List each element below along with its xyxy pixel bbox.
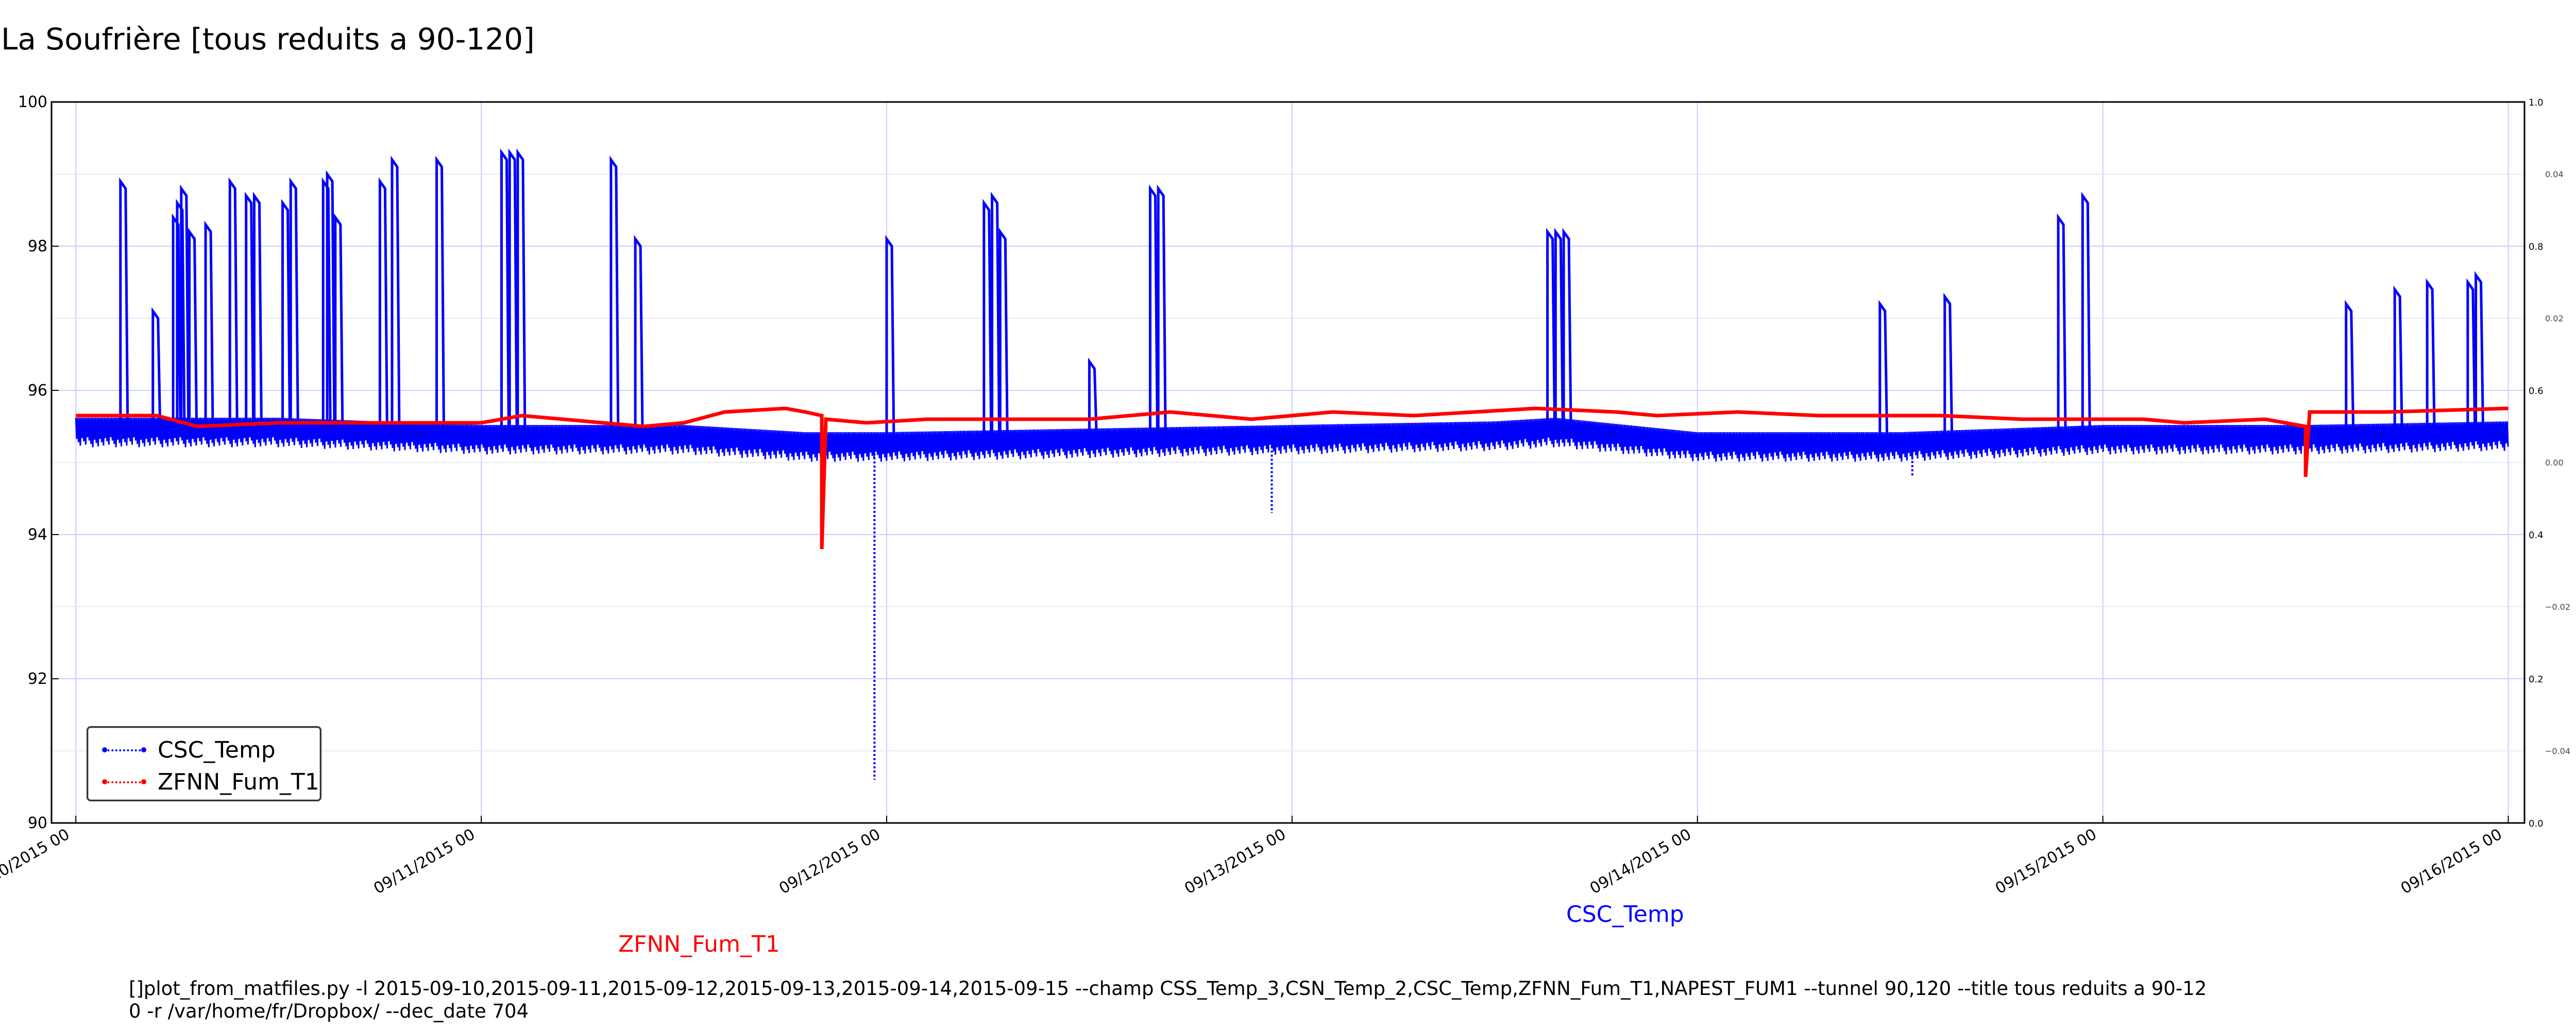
csc-temp-spike [119, 177, 129, 427]
right-inner-axis-label: −0.02 [2545, 602, 2570, 612]
command-line-1: []plot_from_matfiles.py -l 2015-09-10,20… [129, 977, 2207, 1000]
csc-temp-spike [176, 199, 186, 427]
plot-frame [50, 101, 2526, 824]
csc-temp-spike [188, 228, 198, 427]
csc-temp-spike [151, 307, 162, 427]
csc-temp-spike [326, 170, 336, 428]
csc-temp-spike [2345, 300, 2355, 433]
legend-item-zfnn-fum-t1: ZFNN_Fum_T1 [88, 769, 320, 795]
csc-temp-spike [634, 235, 644, 434]
right-inner-axis-label: −0.04 [2545, 746, 2570, 756]
csc-temp-spike [2057, 213, 2067, 436]
csc-temp-spike [991, 192, 1001, 439]
zfnn-fum-t1-line [76, 406, 2509, 550]
csc-temp-spike [516, 148, 527, 434]
csc-temp-line [75, 418, 2509, 462]
y-tick-label: 94 [28, 526, 47, 544]
right-inner-axis-label: 0.02 [2545, 314, 2564, 323]
csc-temp-spike [281, 199, 292, 427]
csc-temp-spike [1554, 228, 1564, 427]
csc-temp-spike [2466, 278, 2477, 431]
series-label-zfnn: ZFNN_Fum_T1 [618, 931, 780, 957]
legend-label: CSC_Temp [158, 737, 276, 763]
csc-temp-spike [2081, 192, 2091, 435]
right-axis-label: 1.0 [2529, 97, 2544, 108]
csc-temp-spike [245, 192, 255, 427]
x-tick-label: 09/10/2015 00 [0, 826, 73, 898]
csc-temp-spike [982, 199, 993, 439]
legend-marker-icon [141, 747, 146, 752]
legend-marker-icon [102, 779, 107, 784]
csc-temp-spike [2426, 278, 2436, 432]
csc-temp-spike [1157, 184, 1167, 436]
csc-temp-spike [1148, 184, 1159, 436]
csc-temp-spike [378, 177, 388, 431]
series-label-csc: CSC_Temp [1566, 901, 1684, 928]
csc-temp-spike [1088, 357, 1098, 438]
x-tick-label: 09/12/2015 00 [776, 826, 884, 898]
right-inner-axis-label: 0.04 [2545, 169, 2564, 179]
csc-temp-spike [321, 177, 332, 428]
right-axis-label: 0.2 [2529, 674, 2544, 685]
y-tick-label: 90 [28, 814, 47, 832]
csc-temp-spike [391, 156, 401, 431]
page-title: La Soufrière [tous reduits a 90-120] [1, 22, 535, 57]
csc-temp-spike [204, 220, 214, 427]
right-axis-label: 0.4 [2529, 530, 2544, 541]
x-tick-label: 09/15/2015 00 [1992, 826, 2100, 898]
csc-temp-spike [228, 177, 239, 427]
x-tick-label: 09/13/2015 00 [1181, 826, 1289, 898]
csc-temp-spike [998, 228, 1009, 439]
csc-temp-spike [1546, 228, 1556, 427]
legend-label: ZFNN_Fum_T1 [158, 769, 319, 795]
legend-swatch-blue [104, 749, 145, 751]
right-axis-label: 0.6 [2529, 386, 2544, 397]
command-line-2: 0 -r /var/home/fr/Dropbox/ --dec_date 70… [129, 1000, 529, 1022]
csc-temp-spike [435, 156, 446, 432]
y-tick-label: 96 [28, 382, 47, 400]
command-line-text: []plot_from_matfiles.py -l 2015-09-10,20… [129, 977, 2207, 1023]
right-axis-label: 0.8 [2529, 242, 2544, 252]
legend: CSC_Temp ZFNN_Fum_T1 [87, 726, 321, 801]
x-tick-label: 09/14/2015 00 [1587, 826, 1694, 898]
csc-temp-spike [172, 213, 182, 427]
x-tick-label: 09/11/2015 00 [371, 826, 479, 898]
y-tick-label: 98 [28, 237, 47, 255]
csc-temp-spike [500, 148, 510, 434]
y-tick-label: 100 [18, 93, 47, 111]
csc-temp-spike [1878, 300, 1889, 441]
csc-temp-spike [289, 177, 299, 427]
csc-temp-spike [180, 184, 190, 427]
csc-temp-spike [1943, 293, 1954, 439]
csc-temp-spike [609, 156, 620, 434]
y-tick-label: 92 [28, 670, 47, 688]
csc-temp-spike [2475, 271, 2485, 431]
right-inner-axis-label: 0.00 [2545, 458, 2564, 468]
x-tick-label: 09/16/2015 00 [2398, 826, 2505, 898]
legend-marker-icon [141, 779, 146, 784]
legend-marker-icon [102, 747, 107, 752]
csc-temp-spike [1562, 228, 1572, 427]
legend-item-csc-temp: CSC_Temp [88, 737, 320, 763]
csc-temp-spike [252, 192, 263, 427]
csc-temp-spike [2393, 285, 2403, 432]
csc-temp-spike [508, 148, 518, 434]
csc-temp-spike [334, 213, 344, 428]
right-axis-label: 0.0 [2529, 818, 2544, 829]
csc-temp-spike [885, 235, 895, 441]
legend-swatch-red [104, 781, 145, 783]
